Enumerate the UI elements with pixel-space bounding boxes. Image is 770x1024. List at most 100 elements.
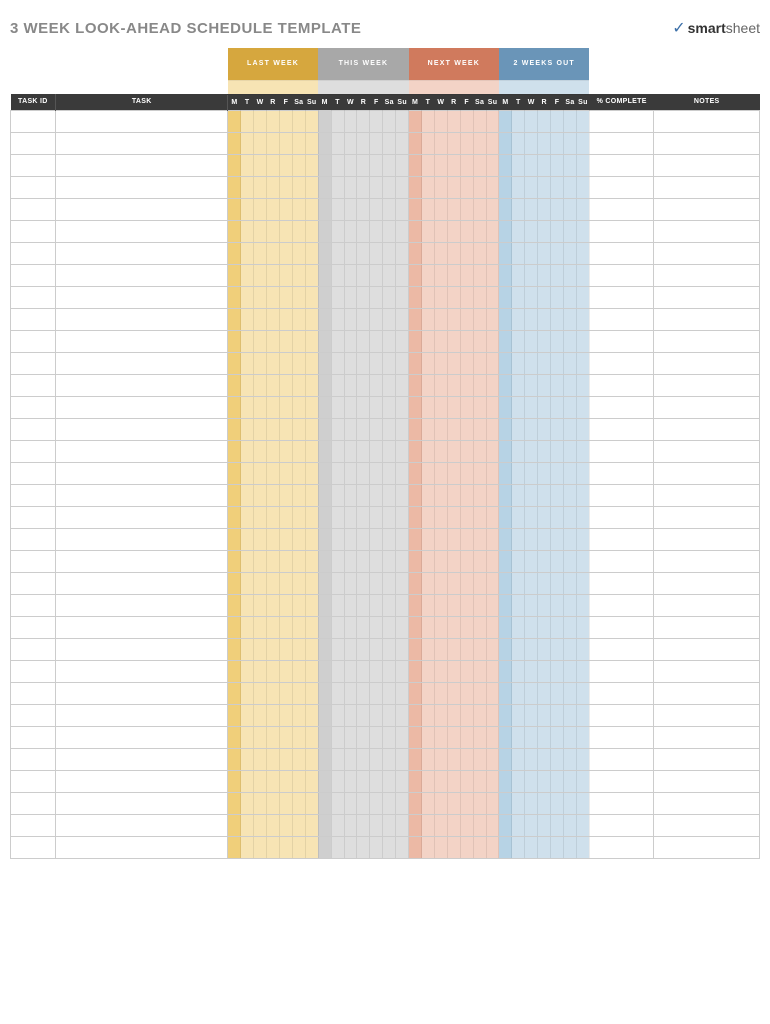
cell-notes[interactable] bbox=[654, 440, 760, 462]
cell-day[interactable] bbox=[241, 308, 254, 330]
cell-day[interactable] bbox=[447, 264, 460, 286]
cell-day[interactable] bbox=[460, 748, 473, 770]
cell-day[interactable] bbox=[486, 308, 499, 330]
cell-day[interactable] bbox=[318, 110, 331, 132]
cell-notes[interactable] bbox=[654, 462, 760, 484]
cell-day[interactable] bbox=[409, 352, 422, 374]
cell-day[interactable] bbox=[473, 198, 486, 220]
cell-day[interactable] bbox=[305, 176, 318, 198]
cell-day[interactable] bbox=[396, 528, 409, 550]
cell-day[interactable] bbox=[409, 440, 422, 462]
cell-day[interactable] bbox=[267, 330, 280, 352]
cell-day[interactable] bbox=[473, 286, 486, 308]
cell-task[interactable] bbox=[56, 440, 228, 462]
cell-day[interactable] bbox=[564, 198, 577, 220]
cell-day[interactable] bbox=[564, 418, 577, 440]
cell-task[interactable] bbox=[56, 594, 228, 616]
cell-day[interactable] bbox=[473, 440, 486, 462]
cell-day[interactable] bbox=[434, 440, 447, 462]
cell-day[interactable] bbox=[538, 308, 551, 330]
cell-task-id[interactable] bbox=[11, 572, 56, 594]
cell-day[interactable] bbox=[254, 110, 267, 132]
cell-day[interactable] bbox=[460, 110, 473, 132]
cell-day[interactable] bbox=[434, 132, 447, 154]
cell-day[interactable] bbox=[486, 462, 499, 484]
cell-day[interactable] bbox=[357, 242, 370, 264]
cell-day[interactable] bbox=[460, 198, 473, 220]
cell-day[interactable] bbox=[370, 638, 383, 660]
cell-day[interactable] bbox=[357, 396, 370, 418]
cell-day[interactable] bbox=[344, 792, 357, 814]
cell-day[interactable] bbox=[499, 132, 512, 154]
cell-task[interactable] bbox=[56, 814, 228, 836]
cell-day[interactable] bbox=[279, 308, 292, 330]
cell-task-id[interactable] bbox=[11, 330, 56, 352]
cell-complete[interactable] bbox=[589, 726, 654, 748]
cell-day[interactable] bbox=[331, 484, 344, 506]
cell-day[interactable] bbox=[396, 792, 409, 814]
cell-day[interactable] bbox=[279, 154, 292, 176]
cell-day[interactable] bbox=[383, 396, 396, 418]
cell-day[interactable] bbox=[422, 154, 435, 176]
cell-day[interactable] bbox=[512, 308, 525, 330]
cell-day[interactable] bbox=[383, 572, 396, 594]
cell-day[interactable] bbox=[434, 220, 447, 242]
cell-day[interactable] bbox=[538, 572, 551, 594]
cell-day[interactable] bbox=[525, 374, 538, 396]
cell-day[interactable] bbox=[499, 220, 512, 242]
cell-day[interactable] bbox=[370, 418, 383, 440]
cell-day[interactable] bbox=[241, 572, 254, 594]
cell-day[interactable] bbox=[486, 484, 499, 506]
cell-day[interactable] bbox=[292, 220, 305, 242]
cell-day[interactable] bbox=[318, 550, 331, 572]
cell-day[interactable] bbox=[512, 792, 525, 814]
cell-day[interactable] bbox=[318, 220, 331, 242]
cell-task-id[interactable] bbox=[11, 484, 56, 506]
cell-day[interactable] bbox=[576, 792, 589, 814]
cell-day[interactable] bbox=[292, 264, 305, 286]
cell-day[interactable] bbox=[499, 154, 512, 176]
cell-day[interactable] bbox=[512, 220, 525, 242]
cell-day[interactable] bbox=[447, 704, 460, 726]
cell-day[interactable] bbox=[331, 572, 344, 594]
cell-day[interactable] bbox=[538, 418, 551, 440]
cell-day[interactable] bbox=[447, 638, 460, 660]
cell-day[interactable] bbox=[305, 110, 318, 132]
cell-day[interactable] bbox=[473, 242, 486, 264]
cell-complete[interactable] bbox=[589, 198, 654, 220]
cell-complete[interactable] bbox=[589, 352, 654, 374]
cell-notes[interactable] bbox=[654, 374, 760, 396]
cell-day[interactable] bbox=[279, 286, 292, 308]
cell-day[interactable] bbox=[318, 638, 331, 660]
cell-day[interactable] bbox=[383, 814, 396, 836]
cell-day[interactable] bbox=[279, 220, 292, 242]
cell-day[interactable] bbox=[228, 330, 241, 352]
cell-day[interactable] bbox=[538, 836, 551, 858]
cell-task[interactable] bbox=[56, 374, 228, 396]
cell-day[interactable] bbox=[254, 528, 267, 550]
cell-day[interactable] bbox=[305, 550, 318, 572]
cell-day[interactable] bbox=[422, 198, 435, 220]
cell-day[interactable] bbox=[447, 286, 460, 308]
cell-day[interactable] bbox=[512, 418, 525, 440]
cell-day[interactable] bbox=[525, 814, 538, 836]
cell-task[interactable] bbox=[56, 682, 228, 704]
cell-day[interactable] bbox=[409, 836, 422, 858]
cell-day[interactable] bbox=[344, 330, 357, 352]
cell-day[interactable] bbox=[525, 550, 538, 572]
cell-day[interactable] bbox=[305, 462, 318, 484]
cell-day[interactable] bbox=[254, 154, 267, 176]
cell-day[interactable] bbox=[370, 506, 383, 528]
cell-day[interactable] bbox=[305, 748, 318, 770]
cell-day[interactable] bbox=[564, 396, 577, 418]
cell-day[interactable] bbox=[292, 528, 305, 550]
cell-day[interactable] bbox=[447, 550, 460, 572]
cell-day[interactable] bbox=[305, 396, 318, 418]
cell-day[interactable] bbox=[422, 660, 435, 682]
cell-day[interactable] bbox=[409, 594, 422, 616]
cell-day[interactable] bbox=[267, 550, 280, 572]
cell-day[interactable] bbox=[357, 792, 370, 814]
cell-day[interactable] bbox=[447, 770, 460, 792]
cell-day[interactable] bbox=[331, 638, 344, 660]
cell-day[interactable] bbox=[434, 836, 447, 858]
